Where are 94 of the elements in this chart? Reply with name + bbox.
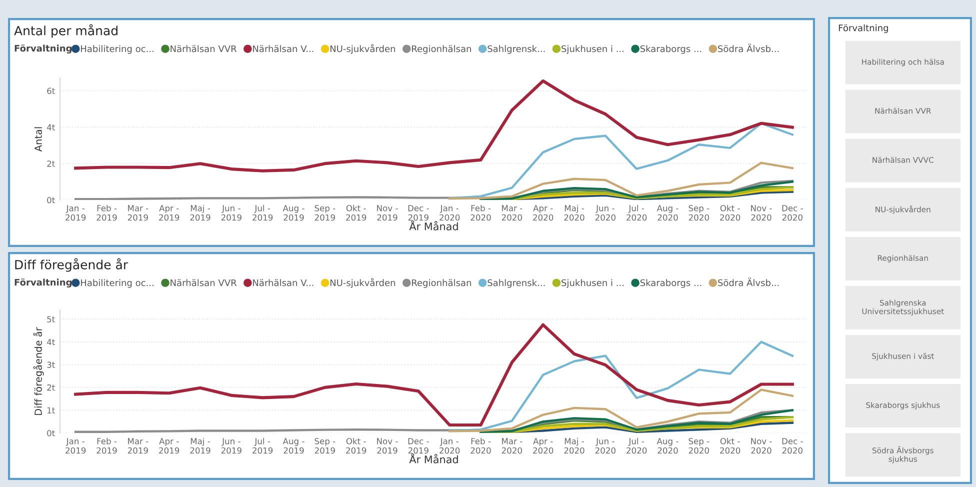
y-tick-label: 0t (47, 430, 55, 436)
x-tick-label: Maj - 2019 (190, 438, 210, 454)
x-tick-label: Jun - 2020 (595, 438, 616, 454)
x-tick-label: Apr - 2020 (533, 438, 554, 454)
chart-title: Antal per månad (14, 24, 118, 38)
x-tick-label: Jun - 2019 (221, 205, 242, 221)
x-tick-label: Apr - 2020 (533, 205, 554, 221)
line-series (448, 122, 794, 200)
y-tick-label: 3t (47, 362, 55, 368)
line-series (480, 180, 794, 200)
x-tick-label: Jul - 2019 (252, 438, 273, 454)
x-tick-label: Aug - 2019 (282, 205, 304, 221)
x-tick-label: Sep - 2020 (688, 438, 710, 454)
x-tick-label: Sep - 2019 (314, 205, 336, 221)
y-tick-label: 4t (46, 338, 55, 346)
x-tick-label: Jan - 2020 (440, 205, 460, 221)
x-tick-label: Aug - 2020 (656, 438, 678, 454)
legend-label: Södra Älvsb... (718, 278, 779, 286)
line-series (480, 409, 794, 433)
x-tick-label: Aug - 2020 (656, 205, 678, 221)
chart-title: Diff föregående år (15, 258, 128, 272)
x-tick-label: Dec - 2019 (408, 205, 429, 221)
x-tick-label: Mar - 2020 (502, 438, 522, 454)
y-tick-label: 0t (47, 196, 55, 204)
x-tick-label: Dec - 2020 (782, 438, 803, 454)
y-tick-label: 1t (47, 407, 55, 414)
legend-label: Närhälsan V... (253, 279, 314, 286)
legend-label: Sjukhusen i ... (562, 45, 624, 54)
x-tick-label: Jan - 2019 (66, 438, 86, 454)
x-tick-label: Sep - 2020 (688, 205, 710, 221)
x-tick-label: Jul - 2020 (626, 438, 647, 454)
x-tick-label: Feb - 2019 (96, 438, 117, 454)
x-tick-label: Apr - 2019 (159, 205, 180, 221)
x-tick-label: Maj - 2019 (190, 204, 210, 221)
legend-label: Skaraborgs ... (640, 279, 702, 288)
legend-label: Habilitering oc... (81, 279, 154, 288)
legend-label: Närhälsan VVR (170, 45, 237, 52)
text: Förvaltning (838, 24, 888, 34)
x-tick-label: Mar - 2020 (502, 205, 522, 221)
x-axis-title: År Månad (409, 454, 458, 464)
x-tick-label: Aug - 2019 (282, 438, 304, 454)
x-tick-label: Feb - 2020 (470, 204, 491, 221)
legend-label: Regionhälsan (412, 45, 471, 54)
line-series (448, 340, 794, 432)
x-tick-label: Nov - 2020 (751, 205, 772, 221)
x-tick-label: Apr - 2019 (159, 438, 180, 454)
x-axis-title: År Månad (409, 220, 458, 230)
legend-label: NU-sjukvården (330, 44, 396, 54)
line-series (74, 79, 794, 172)
x-tick-label: Okt - 2019 (346, 204, 366, 221)
x-tick-label: Jan - 2019 (66, 205, 86, 221)
x-tick-label: Jun - 2020 (595, 205, 616, 221)
y-tick-label: 5t (47, 316, 55, 322)
legend-label: NU-sjukvården (330, 278, 396, 288)
y-tick-label: 4t (46, 124, 55, 130)
x-tick-label: Jan - 2020 (440, 438, 460, 454)
x-tick-label: Mar - 2019 (128, 205, 148, 221)
legend-label: Sahlgrensk... (488, 279, 545, 288)
x-tick-label: Nov - 2019 (377, 438, 398, 454)
y-tick-label: 2t (47, 384, 55, 391)
x-tick-label: Mar - 2019 (128, 438, 148, 454)
x-tick-label: Maj - 2020 (564, 204, 584, 221)
y-tick-label: 6t (47, 88, 55, 94)
line-series (74, 409, 794, 433)
legend-label: Regionhälsan (412, 279, 471, 288)
legend-title: Förvaltning (14, 278, 72, 288)
x-tick-label: Dec - 2020 (782, 205, 803, 221)
line-series (448, 388, 794, 432)
legend-label: Närhälsan VVR (170, 279, 237, 286)
x-tick-label: Okt - 2020 (720, 438, 740, 454)
x-tick-label: Okt - 2020 (720, 204, 740, 221)
y-axis-title: Diff föregående år (33, 327, 44, 415)
x-tick-label: Jul - 2020 (626, 204, 647, 221)
legend-label: Habilitering oc... (81, 45, 154, 54)
legend-label: Skaraborgs ... (640, 45, 702, 54)
x-tick-label: Okt - 2019 (346, 438, 366, 454)
legend-label: Närhälsan V... (253, 45, 314, 52)
legend-label: Sjukhusen i ... (562, 279, 624, 288)
legend-title: Förvaltning (14, 44, 72, 54)
line-series (74, 323, 794, 427)
x-tick-label: Nov - 2019 (377, 205, 398, 221)
x-tick-label: Jun - 2019 (221, 438, 242, 454)
x-tick-label: Nov - 2020 (751, 438, 772, 454)
y-tick-label: 2t (47, 160, 55, 167)
x-tick-label: Dec - 2019 (408, 438, 429, 454)
x-tick-label: Sep - 2019 (314, 438, 336, 454)
x-tick-label: Feb - 2020 (470, 438, 491, 454)
x-tick-label: Jul - 2019 (252, 204, 273, 221)
x-tick-label: Feb - 2019 (96, 204, 117, 221)
line-series (448, 162, 794, 200)
y-axis-title: Antal (34, 127, 42, 152)
x-tick-label: Maj - 2020 (564, 438, 584, 454)
legend-label: Sahlgrensk... (488, 45, 545, 54)
legend-label: Södra Älvsb... (718, 44, 779, 52)
